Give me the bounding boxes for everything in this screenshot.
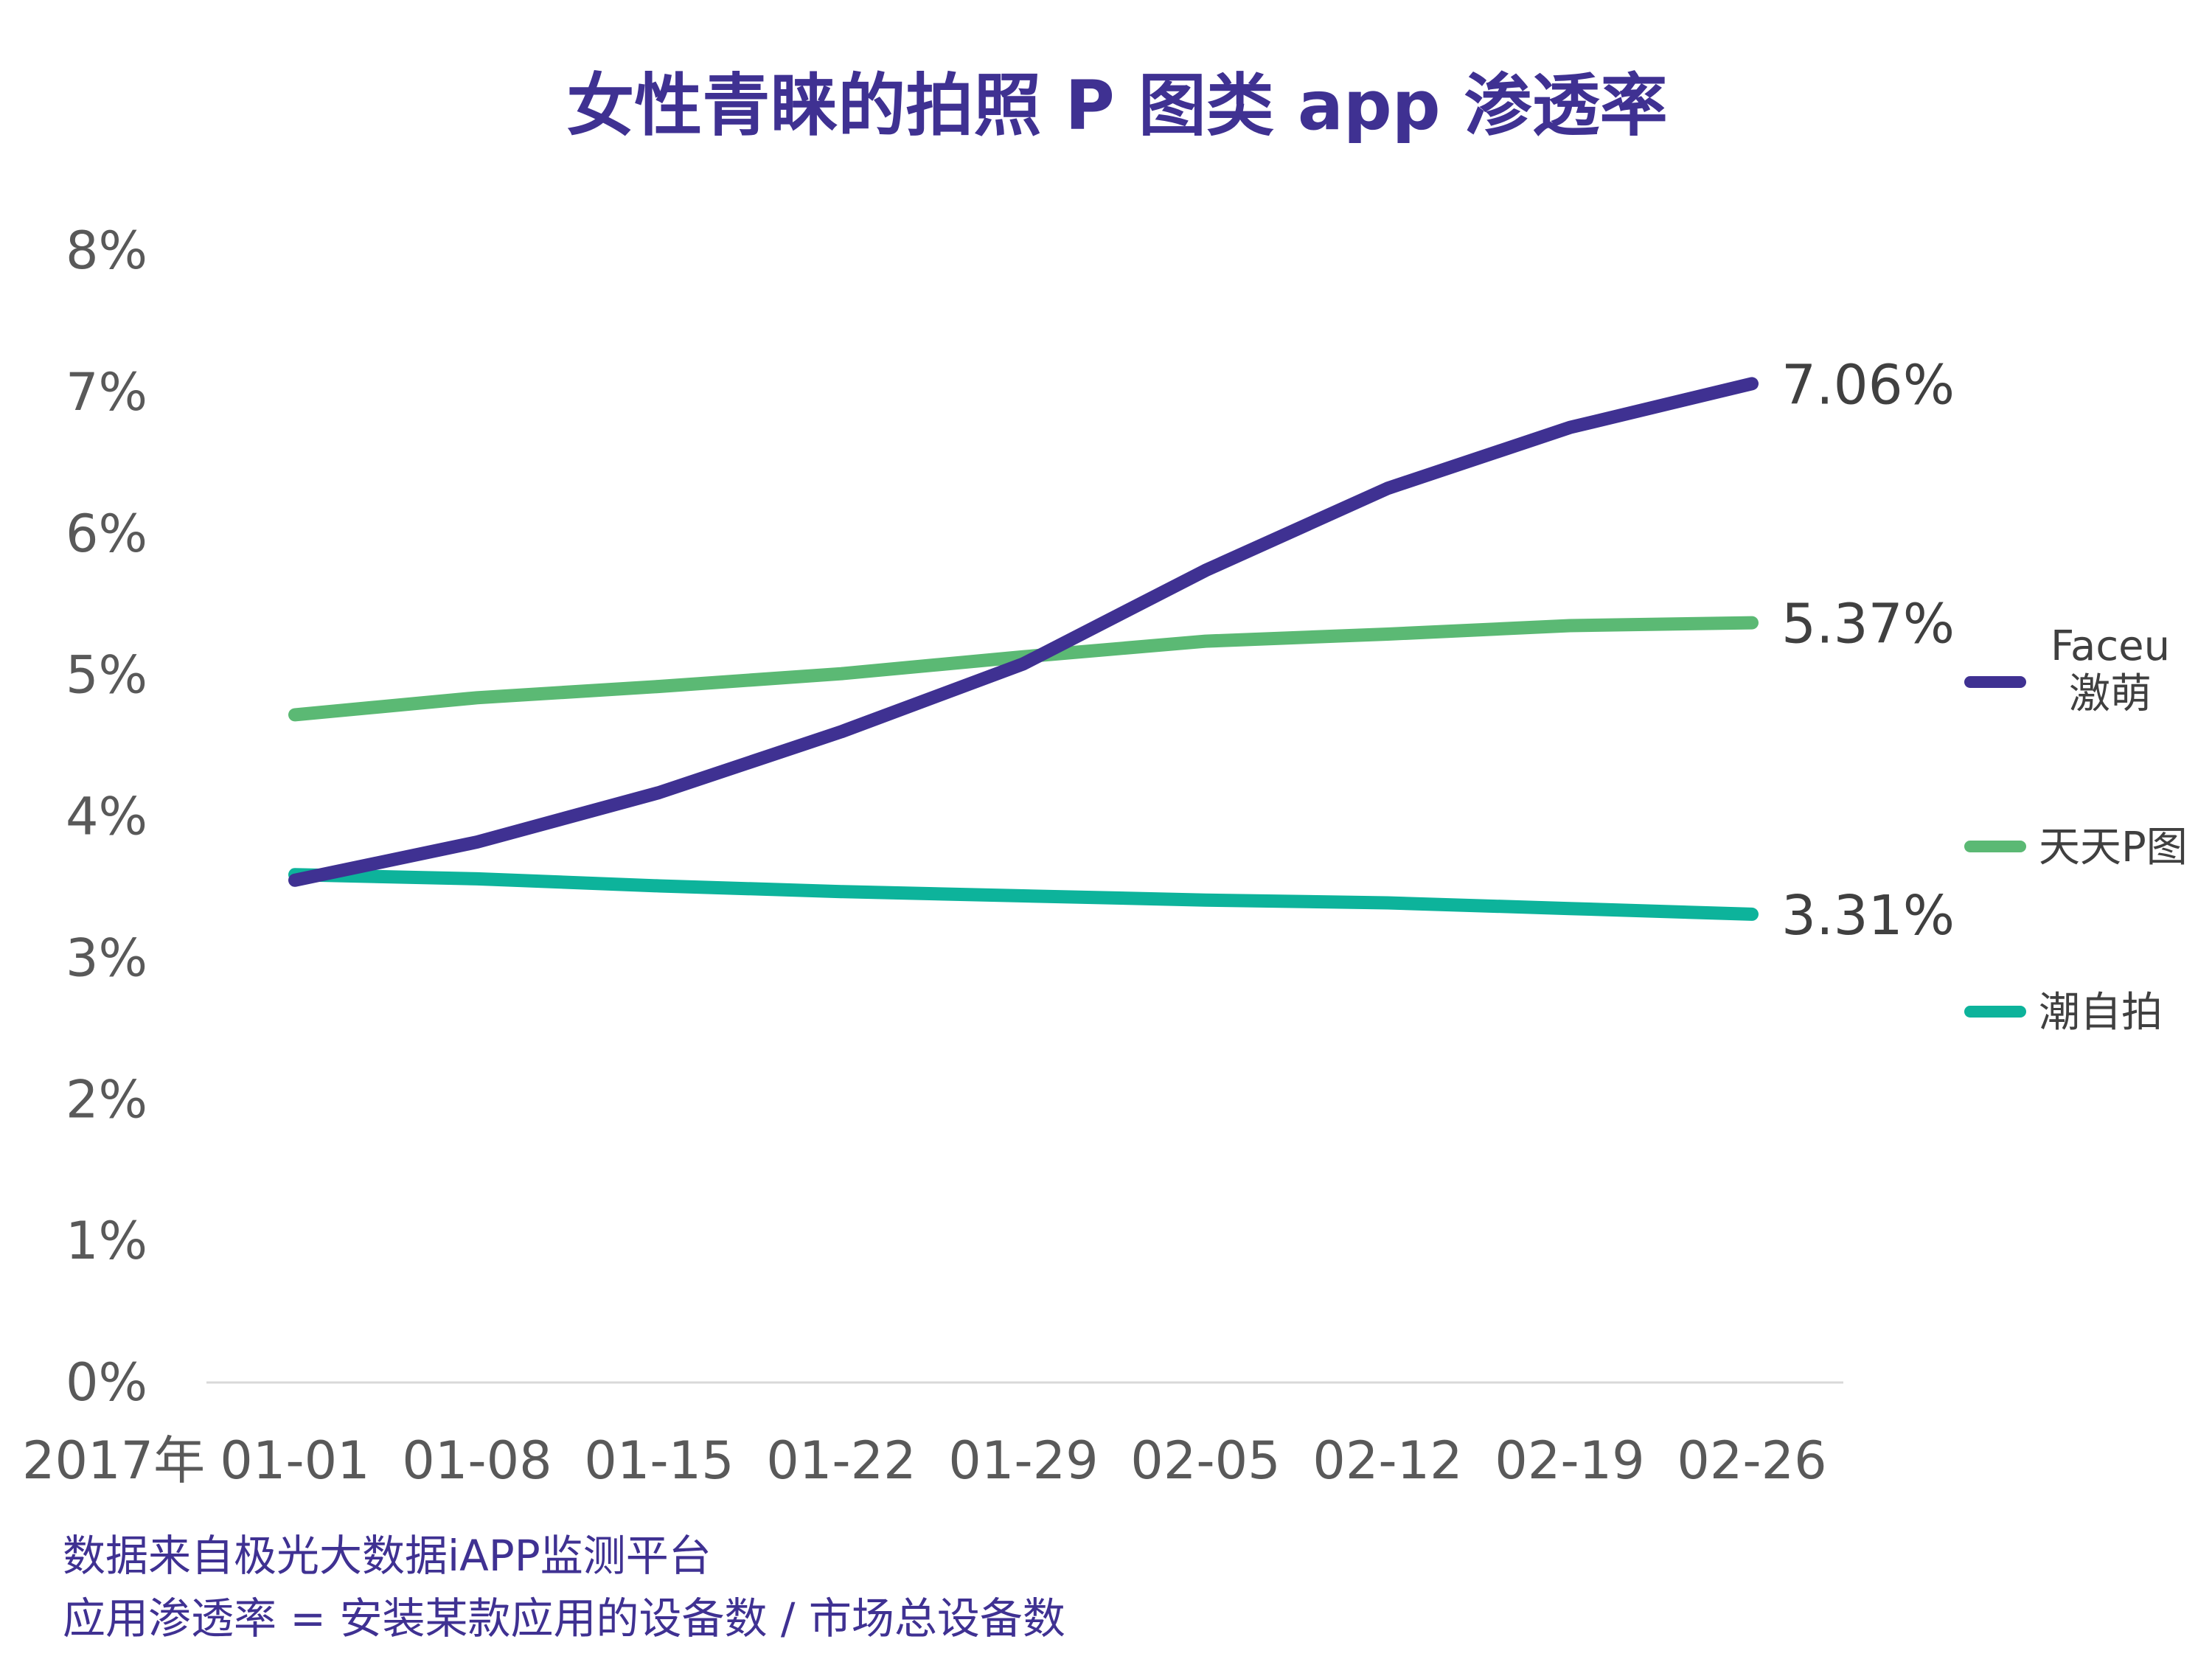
legend-label: 天天P图 bbox=[2039, 824, 2188, 872]
x-tick-label: 01-22 bbox=[766, 1430, 916, 1491]
y-tick-label: 7% bbox=[66, 362, 147, 422]
footnote-line: 数据来自极光大数据iAPP监测平台 bbox=[63, 1531, 712, 1581]
x-tick-label: 01-29 bbox=[948, 1430, 1098, 1491]
end-value-label: 5.37% bbox=[1781, 593, 1955, 656]
y-tick-label: 4% bbox=[66, 787, 147, 847]
series-line bbox=[288, 868, 1759, 921]
series-line bbox=[288, 377, 1759, 887]
x-tick-label: 02-19 bbox=[1495, 1430, 1644, 1491]
y-tick-label: 5% bbox=[66, 645, 147, 706]
legend-label-line: Faceu bbox=[2051, 622, 2170, 670]
series-layer bbox=[288, 377, 1759, 921]
footnote-line: 应用渗透率 = 安装某款应用的设备数 / 市场总设备数 bbox=[63, 1593, 1065, 1644]
x-tick-label: 01-08 bbox=[402, 1430, 552, 1491]
x-axis: 2017年 01-01 01-08 01-15 01-22 01-29 02-05 02-12… bbox=[22, 1381, 1843, 1491]
y-tick-label: 8% bbox=[66, 220, 147, 281]
y-tick-label: 1% bbox=[66, 1211, 147, 1271]
x-tick-label: 02-26 bbox=[1677, 1430, 1826, 1491]
x-tick-label: 02-12 bbox=[1312, 1430, 1462, 1491]
end-value-label: 7.06% bbox=[1781, 353, 1955, 417]
y-tick-label: 6% bbox=[66, 504, 147, 564]
end-value-label: 3.31% bbox=[1781, 884, 1955, 947]
x-tick-label: 01-01 bbox=[220, 1430, 369, 1491]
x-axis-prefix: 2017年 bbox=[22, 1430, 205, 1491]
legend-label: Faceu 激萌 bbox=[2051, 622, 2170, 718]
y-axis: 0% 1% 2% 3% 4% 5% 6% 7% 8% bbox=[66, 220, 147, 1413]
y-tick-label: 0% bbox=[66, 1352, 147, 1413]
x-tick-label: 01-15 bbox=[584, 1430, 734, 1491]
y-tick-label: 3% bbox=[66, 928, 147, 988]
x-tick-label: 02-05 bbox=[1130, 1430, 1280, 1491]
y-tick-label: 2% bbox=[66, 1069, 147, 1130]
chart-title: 女性青睐的拍照 P 图类 app 渗透率 bbox=[566, 66, 1667, 145]
end-labels: 7.06% 5.37% 3.31% bbox=[1781, 353, 1955, 947]
legend-label-line: 激萌 bbox=[2069, 670, 2152, 718]
legend-label: 潮自拍 bbox=[2039, 989, 2163, 1037]
